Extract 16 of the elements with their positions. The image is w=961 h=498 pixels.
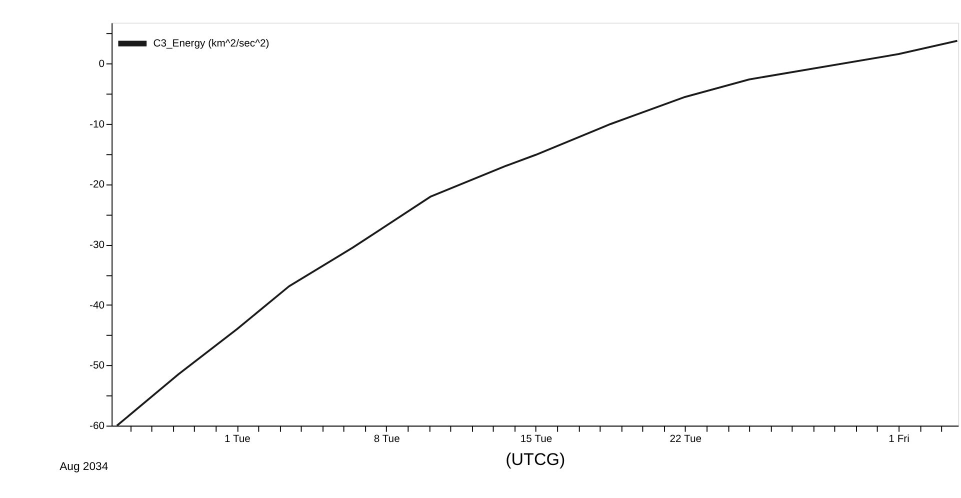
y-tick-label: -30 [89, 240, 105, 252]
text: Aug 2034 [60, 461, 108, 474]
x-tick-label: 15 Tue [520, 434, 552, 446]
x-tick-label: 22 Tue [670, 434, 702, 446]
legend-label: C3_Energy (km^2/sec^2) [153, 38, 270, 50]
y-tick-label: -20 [89, 180, 105, 191]
x-tick-label: 1 Fri [888, 434, 910, 446]
y-tick-label: -40 [89, 300, 105, 312]
y-tick-label: -50 [89, 360, 105, 372]
line-series [116, 40, 958, 426]
y-tick-label: -60 [89, 420, 105, 432]
y-tick-label: -10 [89, 119, 105, 130]
x-tick-label: 1 Tue [224, 434, 251, 446]
x-tick-label: 8 Tue [374, 434, 400, 446]
y-tick-label: 0 [98, 59, 105, 70]
x-axis-title: (UTCG) [506, 450, 566, 469]
